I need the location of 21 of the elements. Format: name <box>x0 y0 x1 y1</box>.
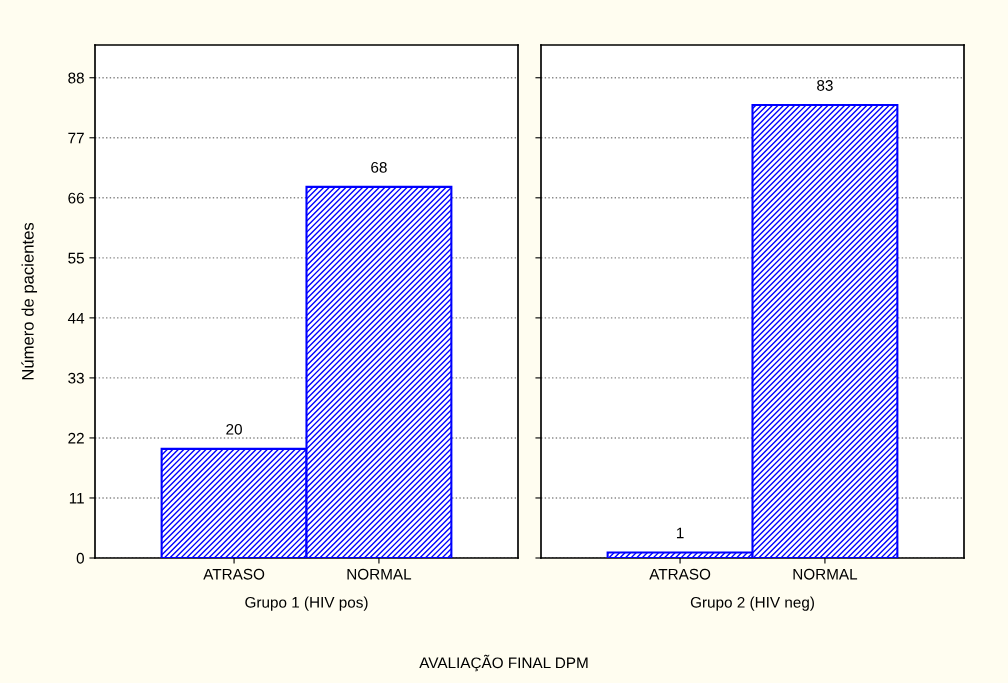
y-tick-label: 66 <box>68 192 84 204</box>
text: AVALIAÇÃO FINAL DPM <box>419 654 588 672</box>
x-tick-label: NORMAL <box>793 568 858 580</box>
x-tick-label: ATRASO <box>203 568 265 580</box>
y-tick-label: 55 <box>68 252 84 264</box>
data-label: 1 <box>676 527 684 539</box>
x-axis-title: Grupo 1 (HIV pos) <box>245 596 368 611</box>
data-label: 83 <box>817 80 833 91</box>
y-tick-label: 88 <box>68 72 84 84</box>
y-axis-title: Número de pacientes <box>21 222 38 380</box>
data-label: 20 <box>226 423 242 435</box>
y-tick-label: 22 <box>68 432 84 444</box>
y-tick-label: 11 <box>69 492 84 504</box>
y-tick-label: 44 <box>67 312 85 324</box>
y-tick-label: 0 <box>76 552 84 564</box>
x-axis-title: Grupo 2 (HIV neg) <box>690 596 814 611</box>
x-tick-label: NORMAL <box>347 568 412 580</box>
y-tick-label: 77 <box>68 132 84 144</box>
y-tick-label: 33 <box>68 372 84 384</box>
data-label: 68 <box>371 161 387 173</box>
x-tick-label: ATRASO <box>649 568 711 580</box>
